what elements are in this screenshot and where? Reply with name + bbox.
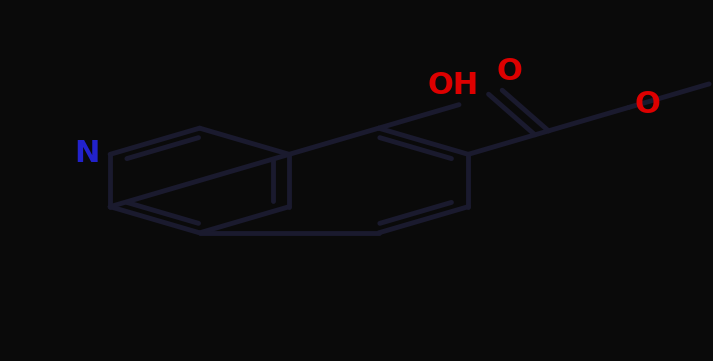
Text: O: O (635, 90, 660, 119)
Text: O: O (496, 57, 522, 86)
Text: OH: OH (428, 71, 479, 100)
Text: N: N (75, 139, 100, 168)
